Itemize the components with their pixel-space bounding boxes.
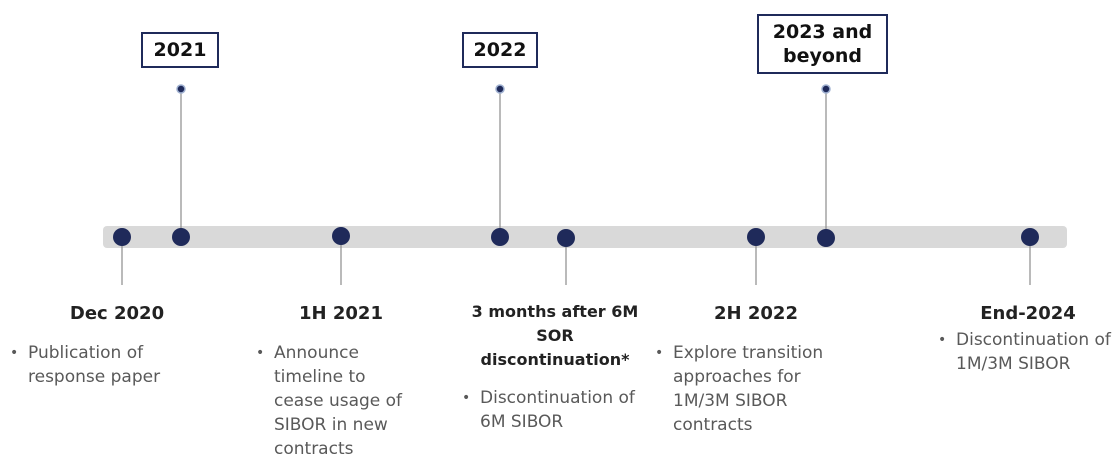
dot xyxy=(747,228,765,246)
event-title: 2H 2022 xyxy=(714,303,798,324)
small-dot xyxy=(176,84,186,94)
dots xyxy=(113,84,1039,247)
year-label: 2021 xyxy=(141,32,219,68)
event-title: 3 months after 6M SOR discontinuation* xyxy=(471,302,639,369)
event-title: End-2024 xyxy=(980,303,1076,324)
event-bullet: Publication of response paper xyxy=(10,341,185,389)
year-label: 2023 and beyond xyxy=(757,14,888,74)
timeline-bar xyxy=(103,226,1067,248)
event-title: Dec 2020 xyxy=(69,303,165,324)
event-bullet: Discontinuation of 1M/3M SIBOR xyxy=(938,328,1118,376)
small-dot xyxy=(495,84,505,94)
dot xyxy=(113,228,131,246)
dot xyxy=(491,228,509,246)
event-bullet: Explore transition approaches for 1M/3M … xyxy=(655,341,855,437)
year-label: 2022 xyxy=(462,32,538,68)
small-dot xyxy=(821,84,831,94)
event-bullet: Announce timeline to cease usage of SIBO… xyxy=(256,341,406,461)
dot xyxy=(1021,228,1039,246)
dot xyxy=(172,228,190,246)
stems xyxy=(121,89,1031,285)
event-title: 1H 2021 xyxy=(299,303,383,324)
event-bullet: Discontinuation of 6M SIBOR xyxy=(462,386,652,434)
dot xyxy=(557,229,575,247)
dot xyxy=(817,229,835,247)
dot xyxy=(332,227,350,245)
